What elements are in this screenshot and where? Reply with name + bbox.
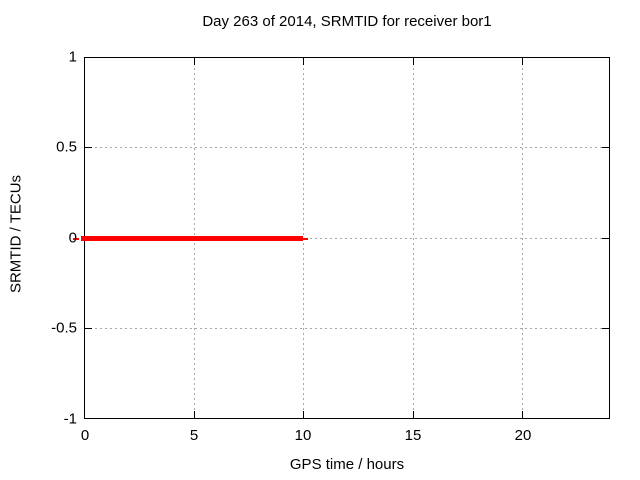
tick-mark xyxy=(602,238,609,239)
tick-mark xyxy=(303,58,304,65)
y-tick-label: 0 xyxy=(68,229,77,247)
y-tick-label: -1 xyxy=(63,410,77,428)
x-tick-label: 15 xyxy=(404,427,422,444)
gridline-y-0p5 xyxy=(85,147,609,148)
y-tick-label: 0.5 xyxy=(56,138,77,156)
y-tick-label: -0.5 xyxy=(51,319,77,337)
tick-mark xyxy=(413,411,414,418)
x-tick-label: 0 xyxy=(80,427,90,444)
tick-mark xyxy=(194,411,195,418)
tick-mark xyxy=(522,411,523,418)
series-line-end-tail xyxy=(303,238,308,240)
tick-mark xyxy=(413,58,414,65)
x-tick-label: 10 xyxy=(294,427,312,444)
data-series-line xyxy=(81,236,303,241)
tick-mark xyxy=(602,147,609,148)
series-line-cap-left xyxy=(73,238,79,240)
plot-area xyxy=(73,57,610,419)
x-axis-label: GPS time / hours xyxy=(289,456,405,473)
tick-mark xyxy=(85,147,92,148)
tick-mark xyxy=(522,58,523,65)
tick-mark xyxy=(602,328,609,329)
gridline-y-0 xyxy=(85,238,609,239)
tick-mark xyxy=(85,328,92,329)
tick-mark xyxy=(303,411,304,418)
y-tick-label: 1 xyxy=(68,48,77,66)
x-tick-label: 5 xyxy=(189,427,199,444)
chart-title: Day 263 of 2014, SRMTID for receiver bor… xyxy=(202,13,492,30)
gridline-y-m0p5 xyxy=(85,328,609,329)
x-tick-label: 20 xyxy=(514,427,532,444)
tick-mark xyxy=(194,58,195,65)
